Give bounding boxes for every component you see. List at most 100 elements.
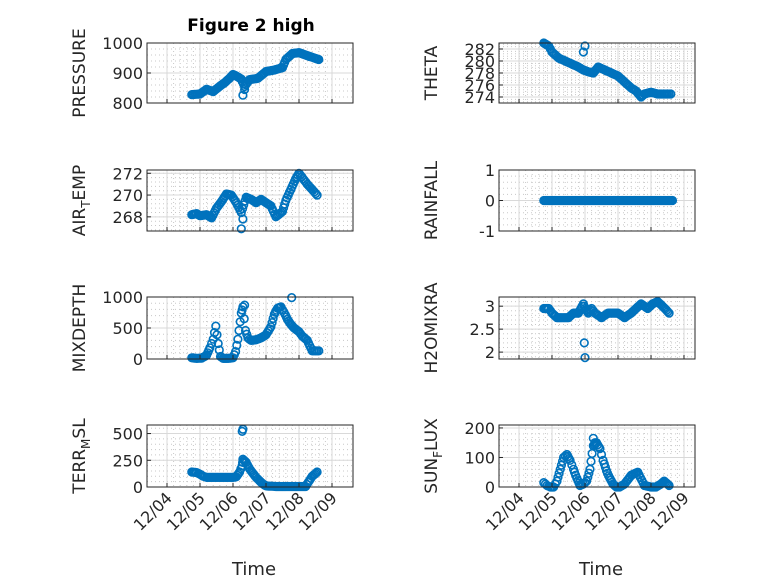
y-axis-label: MIXDEPTH bbox=[70, 284, 90, 373]
y-axis-label: SUNFLUX bbox=[422, 418, 445, 494]
y-tick-label: 0 bbox=[133, 478, 143, 497]
data-point bbox=[310, 469, 320, 479]
data-point bbox=[238, 90, 248, 100]
y-axis-label: TERRMSL bbox=[70, 418, 93, 495]
data-point bbox=[233, 334, 243, 344]
data-point bbox=[553, 472, 563, 482]
panel-pressure: 800 900 1000 PRESSURE bbox=[70, 28, 354, 118]
data-point bbox=[664, 480, 674, 491]
data-point bbox=[207, 338, 217, 349]
y-tick-label: 276 bbox=[464, 76, 495, 95]
data-point bbox=[314, 346, 324, 356]
y-tick-label: 282 bbox=[464, 40, 495, 59]
plot-area bbox=[498, 424, 696, 488]
data-point bbox=[579, 338, 589, 348]
data-point bbox=[565, 455, 575, 466]
data-point bbox=[287, 293, 297, 303]
y-axis-label: H2OMIXRA bbox=[422, 282, 442, 373]
y-tick-label: 250 bbox=[112, 451, 143, 470]
data-point bbox=[664, 308, 674, 318]
y-axis-label: PRESSURE bbox=[70, 28, 90, 117]
data-point bbox=[595, 444, 605, 454]
y-tick-label: 100 bbox=[464, 448, 495, 467]
data-point bbox=[238, 302, 248, 312]
y-tick-label: 500 bbox=[112, 319, 143, 338]
data-point bbox=[240, 300, 250, 310]
data-point bbox=[231, 347, 241, 357]
data-point bbox=[590, 438, 600, 448]
data-point bbox=[667, 195, 678, 206]
data-point bbox=[666, 89, 676, 99]
y-tick-label: 280 bbox=[464, 52, 495, 71]
data-point bbox=[588, 433, 598, 443]
data-point bbox=[663, 479, 673, 490]
data-point bbox=[581, 476, 592, 486]
y-tick-label: 274 bbox=[464, 88, 495, 107]
data-point bbox=[213, 338, 223, 349]
y-tick-label: 3 bbox=[485, 297, 495, 316]
data-point bbox=[552, 476, 562, 486]
data-point bbox=[596, 449, 607, 460]
data-point bbox=[661, 305, 672, 315]
x-axis-label: Time bbox=[231, 559, 276, 580]
y-tick-label: 1000 bbox=[102, 288, 143, 307]
panel-mixdepth: 0 500 1000 MIXDEPTH bbox=[70, 284, 354, 373]
x-axis-label: Time bbox=[578, 559, 623, 580]
data-point bbox=[267, 318, 277, 328]
y-tick-label: 200 bbox=[464, 419, 495, 438]
y-tick-label: 278 bbox=[464, 64, 495, 83]
axis-box bbox=[498, 424, 696, 488]
figure-title: Figure 2 high bbox=[187, 16, 315, 36]
y-axis-label: RAINFALL bbox=[422, 160, 442, 240]
x-tick-label: 12/09 bbox=[647, 488, 693, 534]
axis-box bbox=[146, 424, 354, 488]
data-point bbox=[311, 188, 321, 199]
data-point bbox=[239, 200, 249, 210]
plot-area bbox=[146, 424, 354, 488]
y-tick-label: 2.5 bbox=[470, 320, 495, 339]
axis-box bbox=[498, 296, 696, 360]
y-tick-label: 272 bbox=[112, 164, 143, 183]
y-tick-label: 1000 bbox=[102, 34, 143, 53]
data-point bbox=[580, 41, 590, 51]
data-point bbox=[240, 84, 250, 95]
data-point bbox=[238, 214, 248, 224]
data-point bbox=[212, 330, 222, 340]
y-tick-label: 1 bbox=[485, 161, 495, 180]
panel-h2omixra: 2 2.5 3 H2OMIXRA bbox=[422, 282, 696, 374]
y-axis-label: AIRTEMP bbox=[70, 165, 93, 236]
data-point bbox=[583, 472, 593, 482]
data-point bbox=[236, 224, 246, 234]
data-point bbox=[237, 204, 248, 214]
data-point bbox=[314, 54, 324, 65]
data-point bbox=[209, 328, 220, 338]
y-tick-label: 268 bbox=[112, 208, 143, 227]
data-point bbox=[584, 468, 594, 478]
data-point bbox=[205, 343, 215, 353]
data-point bbox=[234, 325, 244, 336]
y-axis-label: THETA bbox=[422, 45, 442, 101]
y-tick-label: 0 bbox=[485, 478, 495, 497]
axis-box bbox=[146, 169, 354, 232]
data-point bbox=[312, 190, 322, 200]
y-tick-label: 0 bbox=[133, 350, 143, 369]
data-point bbox=[554, 468, 564, 478]
data-point bbox=[555, 464, 565, 474]
panel-terr-msl: 0250500TERRMSL12/0412/0512/0612/0712/081… bbox=[70, 418, 354, 580]
data-point bbox=[578, 47, 589, 57]
panel-rainfall: -1 0 1 RAINFALL bbox=[422, 160, 696, 241]
y-tick-label: 500 bbox=[112, 425, 143, 444]
data-point bbox=[580, 353, 590, 363]
y-tick-label: -1 bbox=[479, 222, 495, 241]
data-point bbox=[239, 314, 249, 324]
y-tick-label: 270 bbox=[112, 186, 143, 205]
y-tick-label: 2 bbox=[485, 343, 495, 362]
data-point bbox=[663, 307, 673, 317]
data-point bbox=[266, 322, 276, 332]
data-point bbox=[311, 468, 321, 478]
panel-air-temp: 268 270 272 AIRTEMP bbox=[70, 164, 354, 236]
data-point bbox=[211, 321, 221, 331]
data-point bbox=[276, 207, 286, 218]
